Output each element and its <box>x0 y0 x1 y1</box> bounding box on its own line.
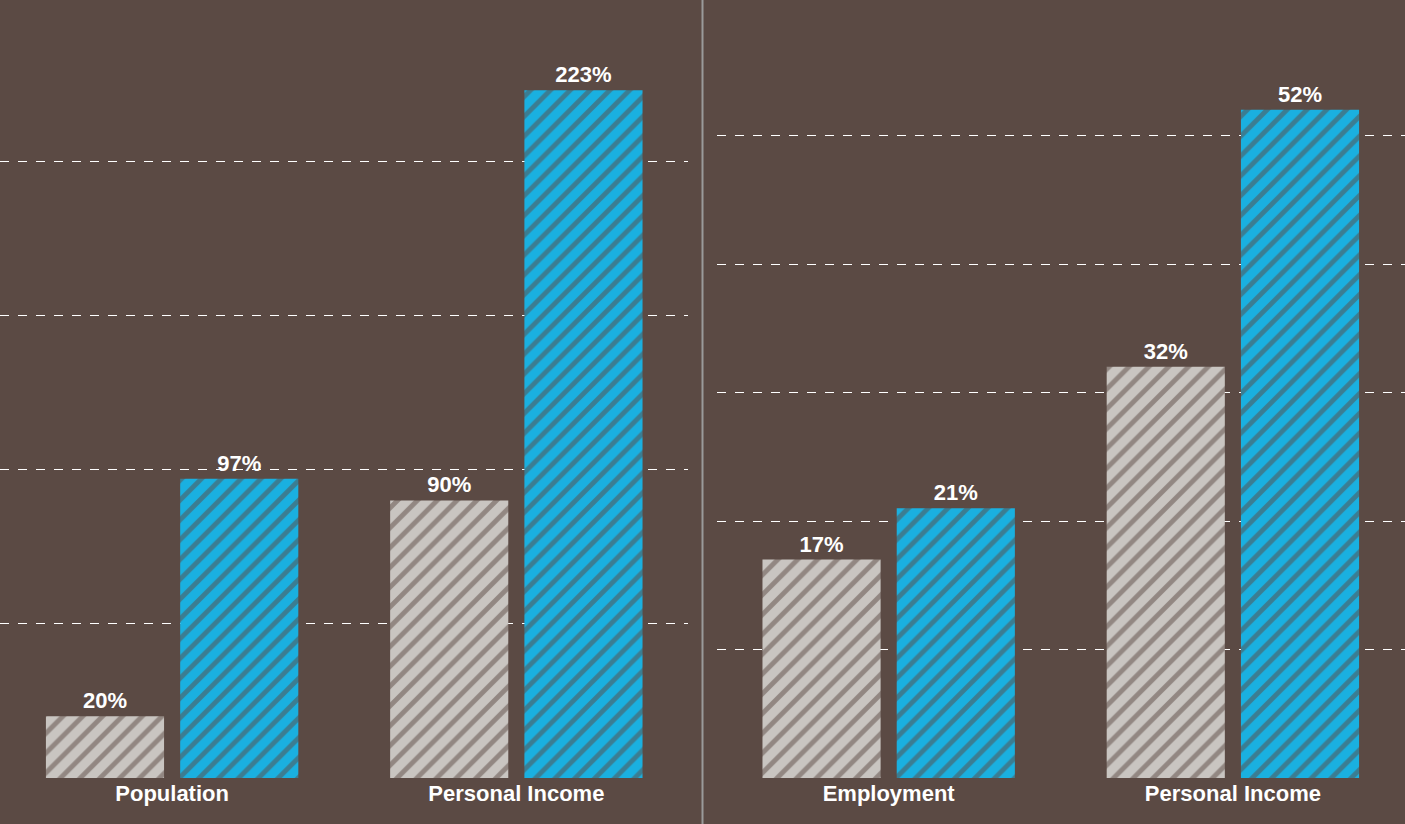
svg-text:52%: 52% <box>1278 82 1322 107</box>
svg-text:17%: 17% <box>800 532 844 557</box>
svg-text:Population: Population <box>115 781 229 806</box>
svg-text:32%: 32% <box>1144 339 1188 364</box>
svg-text:20%: 20% <box>83 688 127 713</box>
svg-text:Employment: Employment <box>823 781 956 806</box>
svg-text:97%: 97% <box>217 451 261 476</box>
svg-text:223%: 223% <box>555 62 611 87</box>
svg-text:21%: 21% <box>934 480 978 505</box>
svg-text:90%: 90% <box>427 472 471 497</box>
svg-text:Personal Income: Personal Income <box>428 781 604 806</box>
svg-text:Personal Income: Personal Income <box>1145 781 1321 806</box>
